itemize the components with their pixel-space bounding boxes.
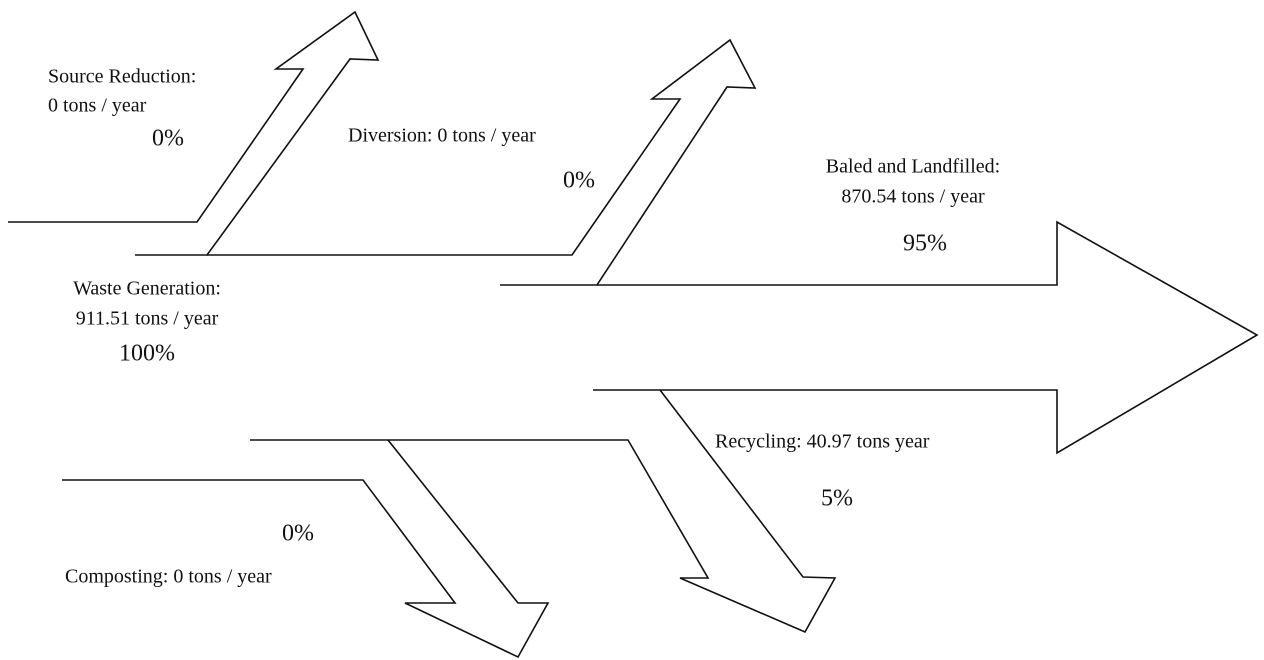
node-label: 0 tons / year bbox=[48, 95, 147, 117]
node-label: Composting: 0 tons / year bbox=[65, 566, 272, 588]
diversion-arrow bbox=[207, 38, 757, 286]
node-label: Baled and Landfilled: bbox=[826, 156, 1000, 178]
node-label: Recycling: 40.97 tons year bbox=[715, 431, 930, 453]
recycling-arrow bbox=[250, 389, 837, 634]
node-percent: 5% bbox=[821, 486, 853, 512]
source-reduction-arrow bbox=[8, 10, 380, 256]
node-label: Diversion: 0 tons / year bbox=[348, 125, 536, 147]
node-percent: 95% bbox=[903, 231, 947, 257]
landfill-arrow bbox=[593, 220, 1259, 455]
node-label: Source Reduction: bbox=[48, 66, 196, 88]
node-percent: 0% bbox=[152, 126, 184, 152]
node-percent: 0% bbox=[563, 168, 595, 194]
node-label: 870.54 tons / year bbox=[841, 186, 985, 208]
node-percent: 100% bbox=[119, 341, 175, 367]
node-label: Waste Generation: bbox=[73, 278, 221, 300]
node-label: 911.51 tons / year bbox=[76, 308, 219, 330]
node-percent: 0% bbox=[282, 521, 314, 547]
composting-arrow bbox=[62, 439, 550, 659]
